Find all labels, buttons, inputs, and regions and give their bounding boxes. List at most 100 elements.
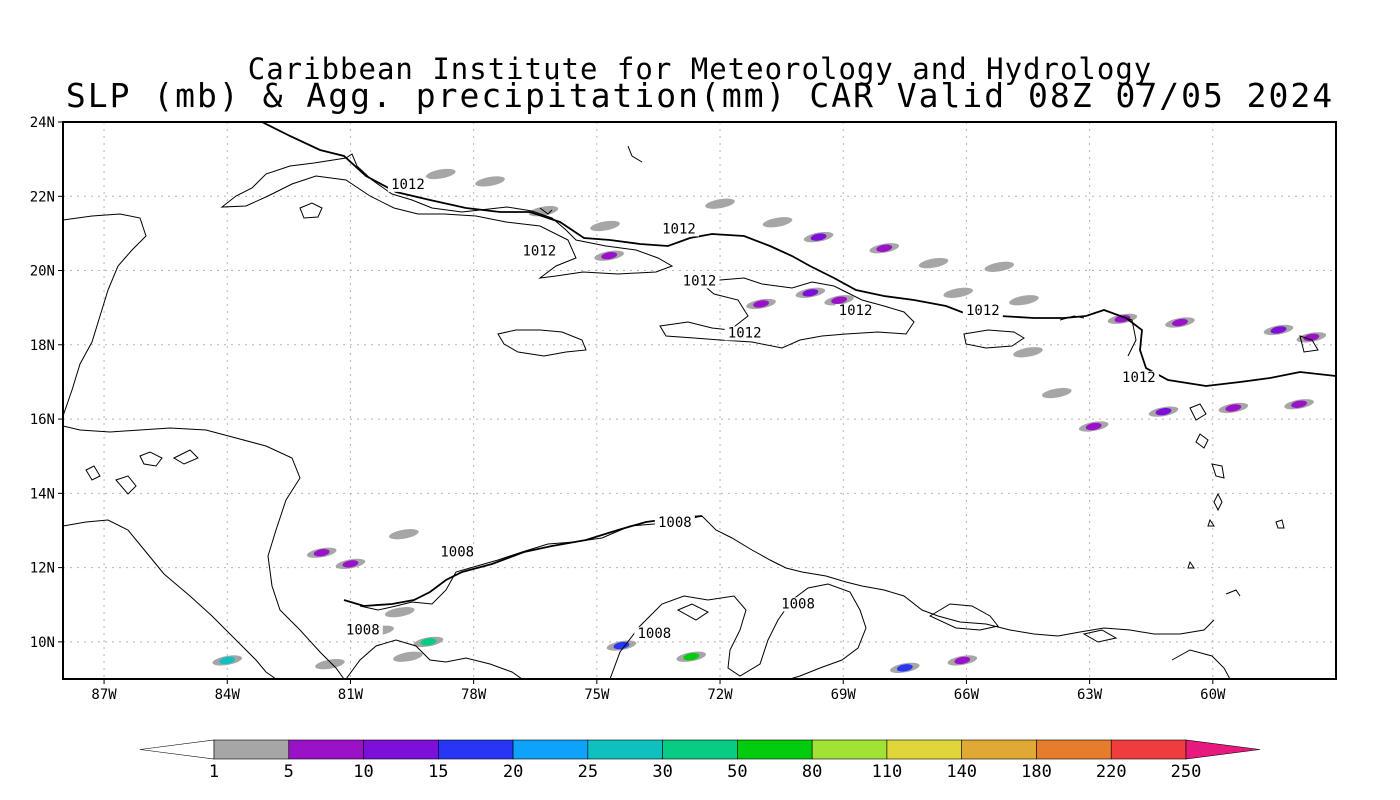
precip-cell-core (1114, 315, 1131, 323)
isobar-1008-south (343, 515, 703, 607)
isobar-label: 1008 (637, 626, 671, 642)
colorbar-box (886, 739, 962, 760)
isobar-label-bg (437, 545, 478, 560)
colorbar-high-arrow (1185, 739, 1261, 760)
precip-cell-core (1155, 407, 1172, 416)
colorbar-box (811, 739, 888, 760)
coastline-maracaibo (609, 583, 867, 679)
isobar-label-bg (654, 515, 695, 530)
isobar-label-bg (962, 304, 1003, 319)
coastline-panama (345, 639, 523, 679)
coastline-colombia-north (359, 515, 1215, 637)
isobar-label-bg (1118, 370, 1159, 385)
isobar-1012-north (261, 122, 1336, 387)
coastline-guajira (676, 603, 709, 621)
precip-cell-core (613, 641, 630, 650)
precip-cell-core (954, 656, 971, 665)
coastline-puerto-rico (963, 329, 1025, 349)
isobar-label-bg (835, 304, 876, 319)
precip-cell-base (315, 659, 345, 670)
precip-cell-base (762, 217, 793, 228)
precip-cell-core (1270, 326, 1287, 334)
lon-tick-label: 84W (215, 687, 241, 703)
isobar-label: 1008 (440, 544, 474, 560)
precip-cell-base (1041, 387, 1072, 399)
isobar-label: 1012 (683, 273, 717, 289)
colorbar-box (961, 739, 1037, 760)
chart-title-product: SLP (mb) & Agg. precipitation(mm) CAR Va… (65, 76, 1335, 115)
coastline-venezuela-east (928, 603, 1231, 679)
coastline-hispaniola (659, 277, 915, 349)
colorbar-tick-label: 10 (353, 762, 373, 782)
colorbar-tick-label: 250 (1171, 762, 1202, 782)
precip-cell-core (420, 638, 437, 646)
colorbar-box (587, 739, 663, 760)
precip-cell-core (896, 664, 913, 672)
coastline-isla-juventud (299, 202, 323, 219)
colorbar-tick-label: 50 (727, 762, 747, 782)
longitude-labels: 87W 84W 81W 78W 75W 72W 69W 66W 63W 60W (91, 679, 1226, 703)
coastline-yucatan (63, 213, 147, 417)
isobar-label: 1012 (728, 325, 762, 341)
coastlines (63, 122, 1336, 679)
isobar-label-bg (724, 326, 765, 341)
map-frame (62, 121, 1337, 680)
isobar-label: 1012 (391, 177, 425, 193)
colorbar-tick-label: 220 (1096, 762, 1127, 782)
isobar-label: 1012 (1122, 370, 1156, 386)
precip-cell-base (705, 198, 735, 209)
isobar-label: 1012 (662, 221, 696, 237)
precip-cell-core (802, 289, 819, 297)
precip-cell-base (393, 651, 423, 662)
colorbar-low-arrow (139, 739, 215, 760)
lon-tick-label: 63W (1077, 687, 1103, 703)
colorbar-tick-label: 1 (209, 762, 219, 782)
precipitation-shading (212, 168, 1327, 674)
lon-tick-label: 75W (584, 687, 610, 703)
lon-tick-label: 69W (831, 687, 857, 703)
lat-tick-label: 14N (30, 486, 55, 502)
isobar-labels: 1012 1012 1012 1012 1012 1012 1012 1012 1008 1008… (342, 177, 1159, 642)
precip-cell-base (590, 220, 620, 232)
lat-tick-label: 24N (30, 115, 55, 131)
isobar-label-bg (519, 244, 560, 259)
colorbar-tick-label: 15 (428, 762, 448, 782)
colorbar-tick-label: 30 (652, 762, 672, 782)
isobar-label-bg (387, 177, 428, 192)
isobar-label-bg (634, 627, 675, 642)
precip-cell-core (219, 656, 236, 665)
colorbar-box (662, 739, 738, 760)
precip-cell-core (1303, 333, 1320, 342)
coastline-bahamas-2 (539, 207, 553, 215)
lon-tick-label: 78W (461, 687, 487, 703)
latitude-labels: 24N 22N 20N 18N 16N 14N 12N 10N (30, 115, 63, 651)
coastline-jamaica (497, 329, 587, 357)
coastline-central-america-north (63, 425, 345, 679)
lat-tick-label: 18N (30, 338, 55, 354)
map-background (63, 122, 1336, 679)
coastline-central-america-south (63, 519, 277, 679)
precip-cell-base (389, 529, 419, 540)
lon-tick-label: 66W (954, 687, 980, 703)
colorbar-tick-label: 20 (503, 762, 523, 782)
lon-tick-label: 60W (1200, 687, 1226, 703)
lon-tick-label: 72W (707, 687, 733, 703)
coastline-bahamas-1 (627, 145, 643, 163)
colorbar-box (1110, 739, 1187, 760)
precip-cell-base (984, 261, 1015, 272)
coastline-cuba (220, 153, 674, 279)
lat-tick-label: 16N (30, 412, 55, 428)
precip-cell-base (475, 176, 505, 187)
precip-cell-base (1013, 347, 1043, 358)
lat-tick-label: 12N (30, 561, 55, 577)
isobar-label: 1008 (346, 622, 380, 638)
precip-cell-core (831, 296, 848, 304)
colorbar-tick-label: 140 (946, 762, 977, 782)
colorbar-tick-label: 80 (802, 762, 822, 782)
precip-cell-base (918, 257, 949, 269)
colorbar-box (213, 739, 290, 760)
lat-tick-label: 10N (30, 635, 55, 651)
colorbar-tick-label: 110 (872, 762, 903, 782)
isobar-label-bg (778, 597, 819, 612)
